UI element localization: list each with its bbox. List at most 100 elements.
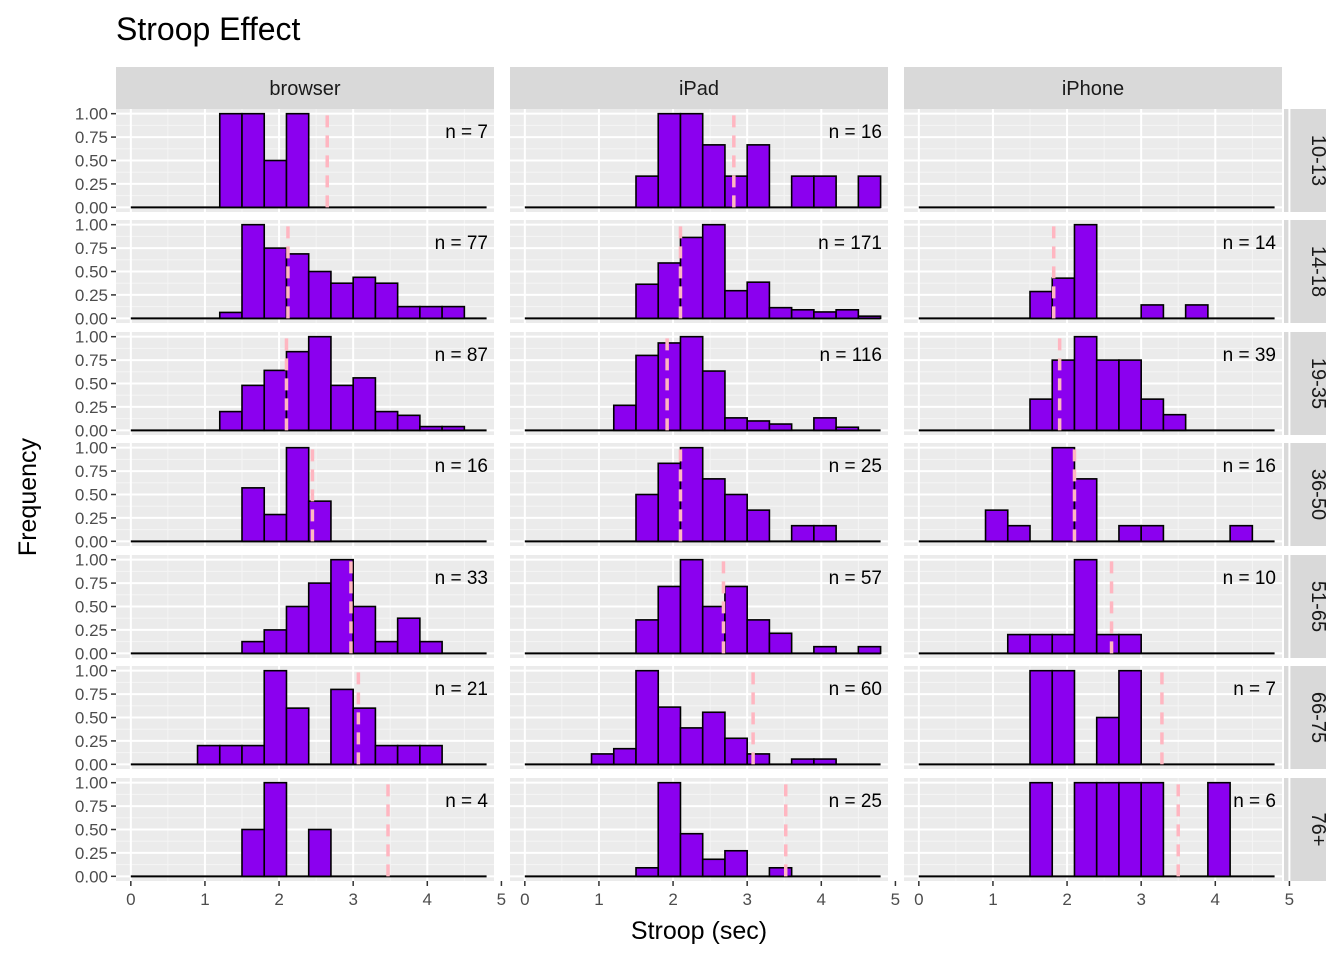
y-tick-label: 1.00	[75, 216, 108, 235]
histogram-bar	[679, 727, 704, 766]
y-tick-label: 0.00	[75, 755, 108, 774]
x-tick-label: 1	[594, 890, 603, 909]
facet-panels: browser iPad iPhone 10-13 14-18 19-35 36-50 51-…	[75, 67, 1329, 909]
histogram-bar	[813, 175, 837, 209]
histogram-bar	[635, 619, 660, 655]
row-strip-10-13	[1284, 109, 1326, 212]
histogram-bar	[419, 305, 443, 320]
histogram-bar	[857, 315, 882, 320]
histogram-bar	[1073, 558, 1098, 655]
y-tick-label: 0.25	[75, 175, 108, 194]
x-tick-label: 4	[817, 890, 826, 909]
y-tick-label: 0.75	[75, 239, 108, 258]
sample-size-label: n = 10	[1223, 568, 1276, 589]
histogram-bar	[679, 335, 704, 432]
histogram-bar	[307, 828, 332, 878]
histogram-bar	[984, 509, 1009, 543]
histogram-bar	[218, 410, 243, 432]
y-tick-label: 0.00	[75, 532, 108, 551]
histogram-bar	[724, 849, 748, 878]
panel-iPhone-51-65: n = 10	[904, 553, 1291, 658]
panel-iPhone-76+: n = 6 0 1 2 3 4 5	[904, 776, 1294, 909]
histogram-bar	[352, 707, 377, 766]
histogram-bar	[612, 404, 637, 432]
y-tick-label: 0.50	[75, 821, 108, 840]
histogram-bar	[679, 236, 704, 320]
histogram-bar	[1029, 398, 1054, 432]
column-strip-iPhone	[904, 67, 1282, 109]
histogram-bar	[374, 744, 399, 766]
histogram-bar	[1029, 290, 1054, 320]
histogram-bar	[701, 144, 726, 209]
histogram-bar	[307, 335, 332, 432]
histogram-bar	[1229, 524, 1254, 543]
histogram-bar	[1029, 669, 1054, 766]
panel-iPhone-36-50: n = 16	[904, 441, 1291, 546]
histogram-bar	[1073, 781, 1098, 878]
histogram-bar	[330, 282, 354, 320]
y-tick-label: 0.25	[75, 844, 108, 863]
y-tick-label: 0.50	[75, 486, 108, 505]
histogram-bar	[679, 832, 704, 878]
y-tick-label: 0.50	[75, 375, 108, 394]
histogram-bar	[746, 281, 771, 320]
histogram-bar	[657, 462, 682, 543]
histogram-bar	[701, 858, 726, 878]
histogram-bar	[701, 605, 726, 655]
histogram-bar	[263, 781, 288, 878]
histogram-bar	[1073, 223, 1098, 320]
histogram-bar	[724, 737, 748, 766]
histogram-bar	[813, 311, 837, 320]
sample-size-label: n = 57	[829, 568, 882, 589]
x-tick-label: 3	[742, 890, 751, 909]
x-tick-label: 0	[914, 890, 923, 909]
histogram-bar	[263, 513, 288, 543]
y-axis-title: Frequency	[14, 437, 42, 556]
histogram-bar	[1051, 446, 1076, 543]
x-tick-label: 3	[348, 890, 357, 909]
sample-size-label: n = 25	[829, 791, 882, 812]
row-strip-label: 14-18	[1307, 246, 1329, 297]
histogram-bar	[657, 262, 682, 320]
x-tick-label: 5	[1285, 890, 1294, 909]
histogram-bar	[768, 866, 793, 878]
histogram-bar	[352, 605, 377, 655]
histogram-bar	[1118, 669, 1142, 766]
row-strip-label: 66-75	[1307, 692, 1329, 743]
x-tick-label: 2	[1062, 890, 1071, 909]
histogram-bar	[1140, 781, 1165, 878]
sample-size-label: n = 7	[1233, 679, 1276, 700]
x-tick-label: 0	[126, 890, 135, 909]
histogram-bar	[635, 175, 660, 209]
panel-iPad-19-35: n = 116	[510, 330, 897, 435]
y-tick-label: 0.25	[75, 398, 108, 417]
histogram-bar	[1095, 781, 1120, 878]
row-strip-66-75	[1284, 666, 1326, 769]
sample-size-label: n = 33	[435, 568, 488, 589]
x-tick-label: 1	[988, 890, 997, 909]
row-strip-label: 51-65	[1307, 581, 1329, 632]
x-tick-label: 1	[200, 890, 209, 909]
histogram-bar	[1095, 633, 1120, 655]
column-strip-browser	[116, 67, 494, 109]
histogram-bar	[396, 305, 421, 320]
histogram-bar	[285, 605, 310, 655]
panel-browser-66-75: n = 21 0.00 0.25 0.50 0.75 1.00	[75, 662, 503, 774]
histogram-bar	[1073, 335, 1098, 432]
y-tick-label: 1.00	[75, 662, 108, 681]
histogram-bar	[241, 744, 266, 766]
panel-iPad-14-18: n = 171	[510, 218, 897, 323]
histogram-bar	[419, 425, 443, 432]
histogram-bar	[746, 509, 771, 543]
histogram-bar	[790, 758, 815, 766]
y-tick-label: 0.50	[75, 598, 108, 617]
row-strip-label: 10-13	[1307, 135, 1329, 186]
histogram-bar	[635, 669, 660, 766]
panel-browser-19-35: n = 87 0.00 0.25 0.50 0.75 1.00	[75, 328, 503, 440]
histogram-bar	[1118, 524, 1142, 543]
histogram-bar	[218, 744, 243, 766]
x-tick-label: 4	[423, 890, 432, 909]
histogram-bar	[1140, 398, 1165, 432]
panel-iPhone-66-75: n = 7	[904, 664, 1291, 769]
histogram-bar	[441, 305, 466, 320]
